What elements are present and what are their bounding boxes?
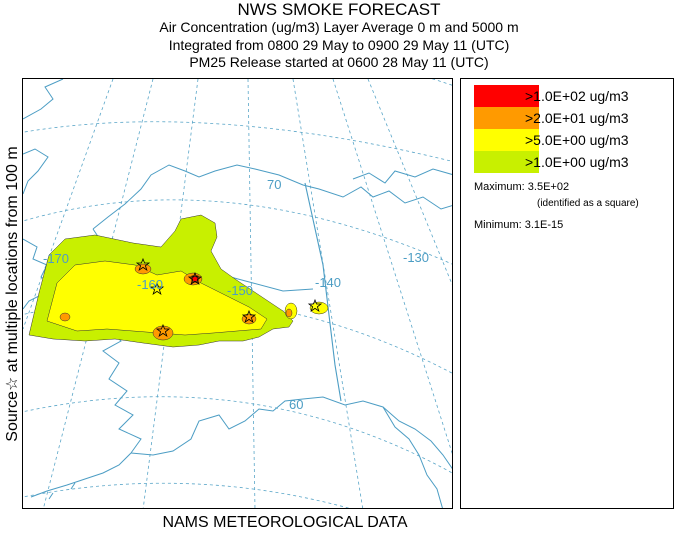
source-markers — [135, 257, 323, 338]
alaska-canada-border — [304, 182, 342, 402]
graticule-lat-70 — [23, 199, 452, 265]
grid-label-lon-130: -130 — [403, 250, 429, 265]
graticule-lon-180 — [23, 79, 114, 330]
map-canvas: -170 -160 -150 -140 -130 70 60 — [23, 79, 452, 508]
graticule-lat-75 — [23, 121, 452, 162]
smoke-plume-level2 — [46, 260, 268, 336]
forecast-subtitle-release: PM25 Release started at 0600 28 May 11 (… — [189, 54, 489, 70]
forecast-subtitle-integration: Integrated from 0800 29 May to 0900 29 M… — [168, 37, 510, 53]
alaska-north-coastline — [92, 164, 452, 230]
chukotka-coastline — [23, 238, 54, 310]
maximum-square-marker — [191, 275, 199, 283]
legend-label-1: >1.0E+02 ug/m3 — [525, 88, 629, 104]
alaska-south-coastline — [130, 396, 452, 469]
source-star-2 — [187, 271, 203, 286]
source-star-4 — [155, 323, 171, 338]
grid-label-lon-140: -140 — [315, 275, 341, 290]
legend-panel: >1.0E+02 ug/m3 >2.0E+01 ug/m3 >5.0E+00 u… — [460, 78, 674, 509]
graticule-lat-55 — [23, 482, 350, 508]
aleutian-islands — [30, 452, 132, 500]
smoke-plume-level3-e — [59, 312, 71, 322]
graticule-lat-80 — [431, 79, 452, 86]
graticule-lon-120 — [367, 79, 452, 286]
siberia-coastline — [23, 79, 64, 195]
source-star-5 — [241, 309, 257, 324]
legend-swatch-2 — [474, 107, 539, 129]
minimum-value: Minimum: 3.1E-15 — [474, 219, 564, 231]
source-star-6 — [307, 298, 323, 313]
legend-label-2: >2.0E+01 ug/m3 — [525, 110, 629, 126]
smoke-map: -170 -160 -150 -140 -130 70 60 — [22, 78, 453, 509]
legend-swatch-3 — [474, 129, 539, 151]
grid-label-lat-70: 70 — [267, 177, 281, 192]
graticule-lat-60 — [23, 396, 452, 474]
canada-arctic-coast — [352, 168, 452, 184]
grid-label-lon-150: -150 — [227, 283, 253, 298]
smoke-plume-level2-east-b — [309, 301, 329, 315]
graticule-lon-140 — [292, 79, 364, 508]
legend-swatch-4 — [474, 151, 539, 173]
grid-label-lon-170: -170 — [43, 251, 69, 266]
legend-label-3: >5.0E+00 ug/m3 — [525, 132, 629, 148]
maximum-note: (identified as a square) — [537, 198, 639, 209]
forecast-title: NWS SMOKE FORECAST — [237, 0, 441, 19]
maximum-value: Maximum: 3.5E+02 — [474, 181, 570, 193]
legend-swatch-1 — [474, 85, 539, 107]
source-star-3 — [149, 281, 165, 296]
graticule-lon-130 — [332, 79, 452, 455]
smoke-plume-level3-a — [134, 263, 152, 275]
legend-label-4: >1.0E+00 ug/m3 — [525, 154, 629, 170]
grid-label-lat-60: 60 — [289, 397, 303, 412]
southeast-alaska-coastline — [382, 406, 443, 508]
forecast-subtitle-concentration: Air Concentration (ug/m3) Layer Average … — [159, 19, 519, 35]
meteorological-data-label: NAMS METEOROLOGICAL DATA — [162, 514, 408, 531]
smoke-plume-level3-f — [285, 308, 293, 318]
source-location-label: Source☆ at multiple locations from 100 m — [4, 146, 21, 442]
source-star-1 — [135, 257, 151, 272]
grid-label-lon-160: -160 — [137, 277, 163, 292]
